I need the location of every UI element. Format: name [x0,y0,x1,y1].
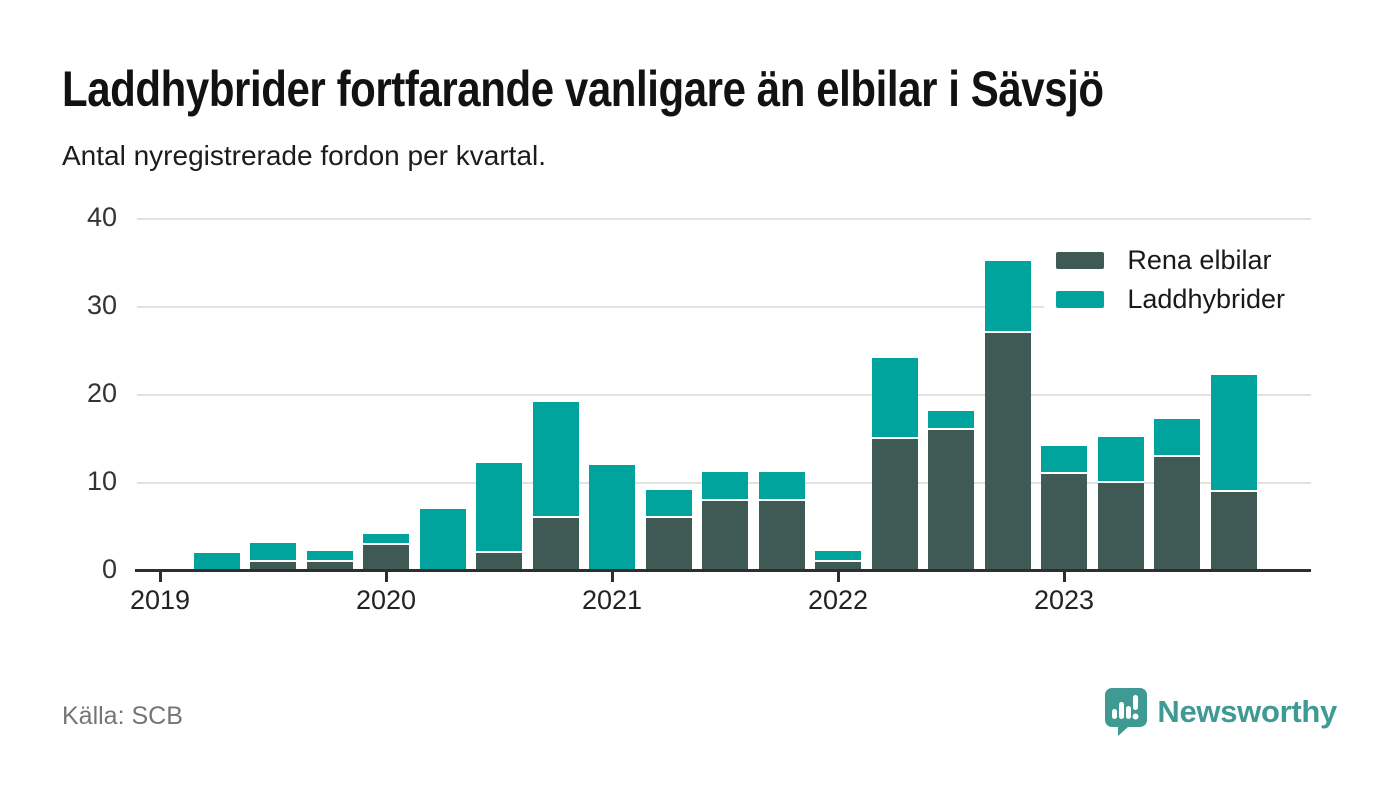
bar-segment-rena-elbilar [1210,491,1257,571]
bar-2023-Q4 [1210,375,1257,571]
x-axis-tick-2020 [384,572,388,582]
bar-segment-laddhybrider [815,551,861,563]
legend-label-laddhybrider: Laddhybrider [1127,283,1285,314]
page-title: Laddhybrider fortfarande vanligare än el… [62,61,1104,117]
legend-swatch-rena-elbilar [1056,252,1105,270]
bar-segment-rena-elbilar [928,430,974,571]
bar-2019-Q2 [193,553,240,571]
bar-2022-Q1 [815,551,861,571]
legend-label-rena-elbilar: Rena elbilar [1127,245,1272,275]
bar-segment-laddhybrider [1097,437,1144,483]
gridline-y-20 [137,394,1311,396]
bar-segment-laddhybrider [363,533,409,545]
bar-2022-Q2 [871,357,918,571]
bar-segment-laddhybrider [702,472,748,501]
bar-segment-rena-elbilar [532,518,579,571]
bar-2023-Q1 [1041,445,1087,571]
bar-segment-laddhybrider [928,410,974,431]
source-note: Källa: SCB [62,702,183,730]
bar-segment-laddhybrider [984,261,1031,334]
bar-segment-rena-elbilar [984,333,1031,571]
bar-segment-laddhybrider [871,357,918,439]
bar-segment-rena-elbilar [476,553,522,571]
legend: Rena elbilar Laddhybrider [1044,240,1311,323]
bar-segment-rena-elbilar [1097,483,1144,571]
bar-segment-laddhybrider [645,489,692,519]
bar-segment-rena-elbilar [758,500,805,571]
x-axis-label-2022: 2022 [807,585,869,615]
bar-2021-Q4 [758,472,805,571]
bar-segment-rena-elbilar [1154,456,1200,571]
newsworthy-icon [1105,688,1148,736]
x-axis-label-2023: 2023 [1033,585,1095,615]
bar-2019-Q3 [250,542,296,571]
legend-item-laddhybrider: Laddhybrider [1056,283,1285,315]
page-subtitle: Antal nyregistrerade fordon per kvartal. [62,140,547,171]
plot-area: Rena elbilar Laddhybrider 0 10 20 30 40 2019 2… [87,202,1311,615]
y-axis-label: 30 [86,290,117,320]
bar-segment-laddhybrider [1210,375,1257,492]
x-axis-label-2021: 2021 [581,585,643,615]
bar-2021-Q2 [645,489,692,571]
y-axis-label: 10 [86,466,117,496]
bar-segment-rena-elbilar [871,439,918,571]
bar-2020-Q3 [476,463,522,571]
bar-segment-laddhybrider [419,509,466,571]
legend-item-rena-elbilar: Rena elbilar [1056,245,1285,276]
bar-segment-laddhybrider [250,542,296,563]
bar-segment-rena-elbilar [1041,474,1087,571]
bar-2020-Q1 [363,533,409,571]
bar-segment-laddhybrider [1041,445,1087,475]
bar-segment-laddhybrider [1154,419,1200,457]
bar-segment-rena-elbilar [363,544,409,571]
bar-2022-Q4 [984,261,1031,571]
bar-segment-rena-elbilar [250,562,296,571]
bar-2020-Q4 [532,401,579,571]
bar-2020-Q2 [419,509,466,571]
y-axis-label: 20 [86,378,117,408]
bar-segment-laddhybrider [758,472,805,501]
bar-segment-laddhybrider [476,463,522,554]
bar-segment-rena-elbilar [815,562,861,571]
x-axis-tick-2023 [1062,572,1066,582]
bar-2023-Q3 [1154,419,1200,571]
bar-segment-rena-elbilar [702,500,748,571]
bar-2021-Q1 [589,465,635,571]
x-axis-tick-2022 [836,572,840,582]
gridline-y-40 [137,218,1311,220]
x-axis-line [135,569,1311,572]
y-axis-label: 40 [86,202,117,232]
bar-segment-rena-elbilar [306,562,353,571]
bar-2021-Q3 [702,472,748,571]
bar-segment-laddhybrider [532,401,579,519]
newsworthy-wordmark: Newsworthy [1157,694,1337,729]
bar-2022-Q3 [928,410,974,571]
newsworthy-logo: Newsworthy [1105,688,1337,736]
x-axis-tick-2019 [158,572,162,582]
bar-2019-Q4 [306,551,353,571]
bar-segment-laddhybrider [589,465,635,571]
x-axis-label-2020: 2020 [355,585,417,615]
bar-segment-rena-elbilar [645,518,692,571]
y-axis-label: 0 [101,554,117,584]
bar-segment-laddhybrider [306,551,353,563]
bar-segment-laddhybrider [193,553,240,571]
gridline-y-30 [137,306,1311,308]
legend-swatch-laddhybrider [1056,291,1105,309]
x-axis-tick-2021 [610,572,614,582]
x-axis-label-2019: 2019 [129,585,191,615]
bar-2023-Q2 [1097,437,1144,571]
